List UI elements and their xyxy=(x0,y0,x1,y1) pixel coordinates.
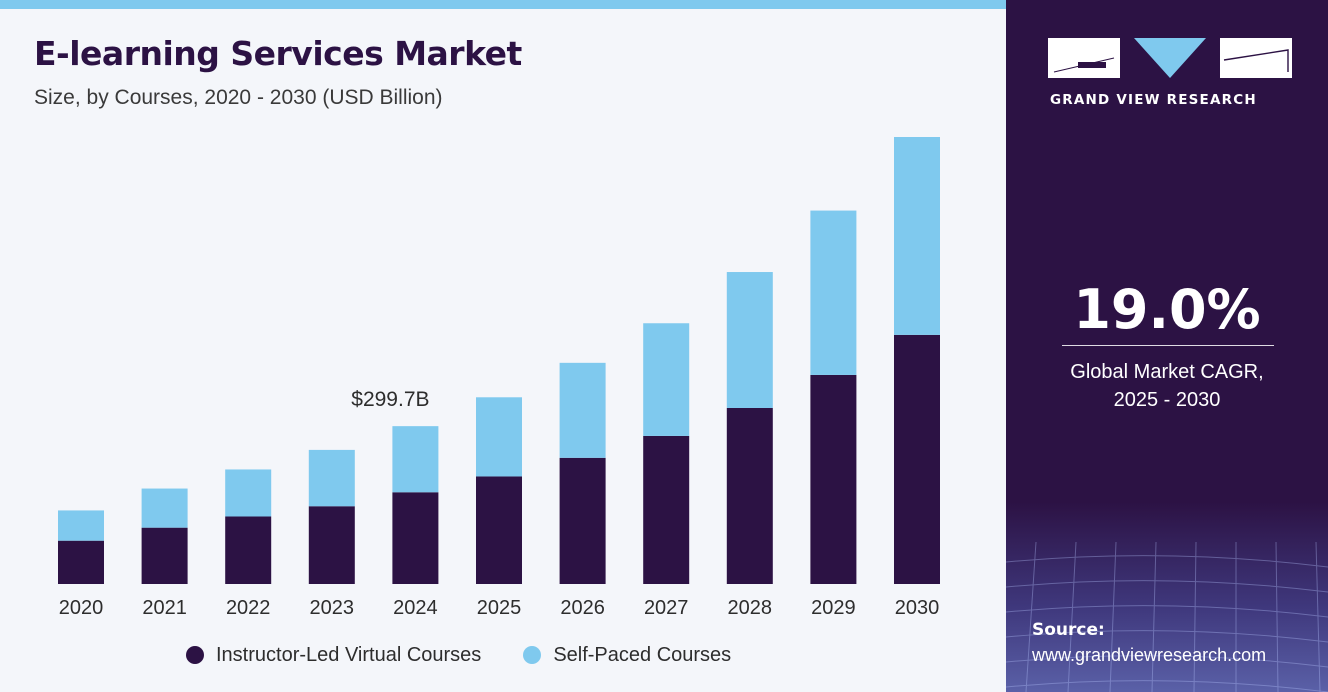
cagr-label-line1: Global Market CAGR, xyxy=(1070,361,1264,383)
bar-self-paced-2028 xyxy=(726,272,773,408)
divider xyxy=(1062,345,1274,346)
bar-instructor-led-2024 xyxy=(392,492,439,584)
x-tick-label-2029: 2029 xyxy=(811,597,856,619)
legend-swatch-self-paced xyxy=(523,646,542,664)
chart-panel: E-learning Services Market Size, by Cour… xyxy=(0,0,1006,692)
bar-instructor-led-2030 xyxy=(894,334,940,584)
x-tick-label-2022: 2022 xyxy=(226,597,271,619)
chart-legend: Instructor-Led Virtual Courses Self-Pace… xyxy=(186,640,731,670)
source-link[interactable]: www.grandviewresearch.com xyxy=(1032,645,1267,665)
bar-instructor-led-2027 xyxy=(643,435,690,584)
bar-instructor-led-2026 xyxy=(559,457,606,584)
bar-self-paced-2025 xyxy=(476,397,522,477)
x-tick-label-2028: 2028 xyxy=(728,597,773,619)
bar-instructor-led-2028 xyxy=(726,407,773,584)
decorative-glow xyxy=(1006,502,1328,692)
bar-self-paced-2027 xyxy=(643,323,690,436)
bar-self-paced-2024 xyxy=(392,426,439,493)
bar-self-paced-2021 xyxy=(141,488,188,528)
cagr-value: 19.0% xyxy=(1073,278,1261,341)
bar-instructor-led-2025 xyxy=(476,476,522,584)
bar-instructor-led-2022 xyxy=(225,516,272,584)
x-tick-label-2025: 2025 xyxy=(477,597,522,619)
legend-item-instructor-led: Instructor-Led Virtual Courses xyxy=(186,644,481,667)
x-tick-label-2024: 2024 xyxy=(393,597,438,619)
bar-instructor-led-2029 xyxy=(810,374,857,584)
brand-name: GRAND VIEW RESEARCH xyxy=(1050,92,1257,108)
legend-label-instructor-led: Instructor-Led Virtual Courses xyxy=(216,643,482,666)
bar-self-paced-2023 xyxy=(308,449,355,507)
x-tick-label-2021: 2021 xyxy=(142,597,187,619)
bar-self-paced-2026 xyxy=(559,362,606,458)
data-label-2024: $299.7B xyxy=(351,388,429,411)
x-tick-label-2023: 2023 xyxy=(310,597,355,619)
chart-title: E-learning Services Market xyxy=(34,34,522,73)
sidebar-panel: GRAND VIEW RESEARCH 19.0% Global Market … xyxy=(1006,0,1328,692)
cagr-label: Global Market CAGR, 2025 - 2030 xyxy=(1006,358,1328,414)
accent-bar xyxy=(0,0,1006,9)
grand-view-research-logo-icon xyxy=(1048,38,1292,78)
bar-instructor-led-2023 xyxy=(308,506,355,584)
bar-self-paced-2022 xyxy=(225,469,272,517)
decorative-grid xyxy=(1006,542,1328,692)
cagr-label-line2: 2025 - 2030 xyxy=(1113,389,1221,411)
legend-swatch-instructor-led xyxy=(186,646,204,664)
x-tick-label-2027: 2027 xyxy=(644,597,689,619)
x-tick-label-2030: 2030 xyxy=(895,597,940,619)
source-label: Source: xyxy=(1032,620,1105,640)
bar-self-paced-2030 xyxy=(894,137,940,335)
legend-item-self-paced: Self-Paced Courses xyxy=(523,644,731,667)
legend-label-self-paced: Self-Paced Courses xyxy=(553,643,732,666)
bar-instructor-led-2020 xyxy=(58,540,104,584)
x-tick-label-2026: 2026 xyxy=(560,597,605,619)
bar-self-paced-2029 xyxy=(810,210,857,375)
stacked-bar-chart: 2020 2021 2022 2023 2024 2025 2026 2027 2028 2029… xyxy=(58,137,940,619)
bar-instructor-led-2021 xyxy=(141,527,188,584)
chart-subtitle: Size, by Courses, 2020 - 2030 (USD Billi… xyxy=(34,86,443,109)
bar-self-paced-2020 xyxy=(58,510,104,541)
x-tick-label-2020: 2020 xyxy=(59,597,104,619)
